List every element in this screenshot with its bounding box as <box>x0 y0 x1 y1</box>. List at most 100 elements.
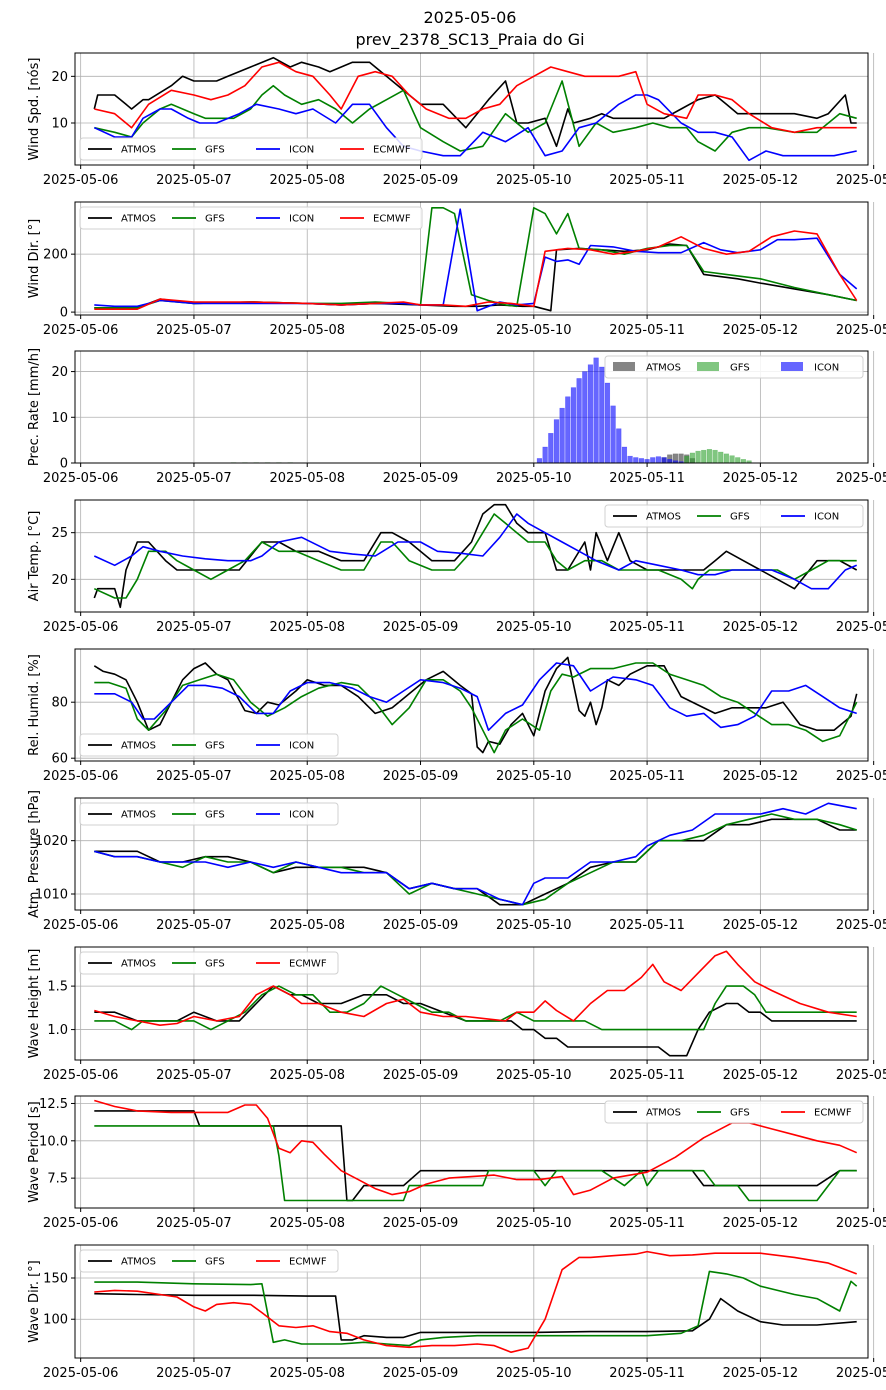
x-tick-label: 2025-05-12 <box>723 1366 799 1381</box>
figure-title-location: prev_2378_SC13_Praia do Gi <box>355 30 584 50</box>
y-axis-label: Prec. Rate [mm/h] <box>27 348 42 466</box>
x-tick-label: 2025-05-06 <box>43 918 119 933</box>
legend-box <box>79 1249 339 1273</box>
bar-gfs <box>740 459 746 463</box>
y-tick-label: 10 <box>51 411 68 426</box>
panel-0: 2025-05-06 2025-05-07 2025-05-08 2025-05-09… <box>27 52 886 188</box>
y-tick-label: 20 <box>51 573 68 588</box>
bar-icon <box>638 458 645 463</box>
x-tick-label: 2025-05-07 <box>156 1366 232 1381</box>
axes-frame <box>74 52 869 166</box>
y-tick-label: 150 <box>43 1271 68 1286</box>
legend-label: ECMWF <box>289 1257 327 1268</box>
legend-label: GFS <box>205 145 225 156</box>
x-tick-label: 2025-05-13 <box>836 471 886 486</box>
x-tick-label: 2025-05-11 <box>609 471 685 486</box>
series-line-icon <box>94 662 857 732</box>
panels: 2025-05-06 2025-05-07 2025-05-08 2025-05-09… <box>27 52 886 1381</box>
legend: ATMOS GFS ICON <box>604 504 864 528</box>
bar-icon <box>621 446 628 463</box>
legend-label: ATMOS <box>121 810 156 821</box>
x-tick-label: 2025-05-12 <box>723 323 799 338</box>
legend: ATMOS GFS ICON <box>79 733 339 757</box>
y-tick-label: 1.0 <box>47 1023 68 1038</box>
panel-8: 2025-05-06 2025-05-07 2025-05-08 2025-05-09… <box>27 1244 886 1381</box>
x-tick-label: 2025-05-13 <box>836 323 886 338</box>
x-tick-label: 2025-05-08 <box>269 471 345 486</box>
axes-frame <box>74 648 869 762</box>
figure-title-date: 2025-05-06 <box>424 8 517 27</box>
y-tick-label: 7.5 <box>47 1172 68 1187</box>
legend-label: ATMOS <box>121 1257 156 1268</box>
bar-gfs <box>695 450 701 463</box>
series-line-gfs <box>94 80 857 152</box>
x-tick-label: 2025-05-08 <box>269 918 345 933</box>
series-line-gfs <box>94 985 857 1031</box>
legend: ATMOS GFS ECMWF <box>79 951 339 975</box>
bar-icon <box>593 357 599 463</box>
axes-frame <box>74 1095 869 1209</box>
x-tick-label: 2025-05-06 <box>43 620 119 635</box>
bar-gfs <box>718 451 724 463</box>
legend-box <box>79 206 423 230</box>
legend-label: ATMOS <box>121 214 156 225</box>
grid <box>75 947 875 1060</box>
legend-label: ICON <box>814 512 839 523</box>
y-tick-label: 60 <box>51 752 68 767</box>
y-tick-label: 80 <box>51 696 68 711</box>
x-tick-label: 2025-05-07 <box>156 620 232 635</box>
data-series <box>94 207 858 312</box>
panel-1: 2025-05-06 2025-05-07 2025-05-08 2025-05-09… <box>27 201 886 338</box>
x-tick-label: 2025-05-07 <box>156 173 232 188</box>
legend-swatch <box>613 362 635 371</box>
grid <box>75 500 875 612</box>
legend-label: ECMWF <box>289 959 327 970</box>
x-tick-label: 2025-05-12 <box>723 769 799 784</box>
series-line-icon <box>94 802 857 906</box>
panel-5: 2025-05-06 2025-05-07 2025-05-08 2025-05-09… <box>27 790 886 933</box>
x-tick-label: 2025-05-10 <box>496 173 572 188</box>
bar-gfs <box>689 452 696 463</box>
x-tick-label: 2025-05-08 <box>269 1216 345 1231</box>
legend: ATMOS GFS ICON ECMWF <box>79 206 423 230</box>
legend-label: ATMOS <box>646 363 681 374</box>
legend-swatch <box>781 362 803 371</box>
x-tick-label: 2025-05-11 <box>609 918 685 933</box>
bar-atmos <box>678 453 684 463</box>
x-tick-label: 2025-05-11 <box>609 1366 685 1381</box>
bar-icon <box>672 460 679 463</box>
bar-gfs <box>746 460 752 463</box>
series-line-atmos <box>94 985 857 1057</box>
x-tick-label: 2025-05-11 <box>609 1216 685 1231</box>
legend-label: ATMOS <box>121 959 156 970</box>
x-tick-label: 2025-05-06 <box>43 173 119 188</box>
y-tick-label: 1010 <box>35 888 68 903</box>
x-tick-label: 2025-05-12 <box>723 620 799 635</box>
bar-icon <box>559 407 565 463</box>
x-tick-label: 2025-05-08 <box>269 323 345 338</box>
legend-label: ECMWF <box>373 214 411 225</box>
y-tick-label: 200 <box>43 248 68 263</box>
bar-icon <box>587 364 594 463</box>
x-tick-label: 2025-05-06 <box>43 323 119 338</box>
legend-label: GFS <box>205 810 225 821</box>
x-tick-label: 2025-05-11 <box>609 173 685 188</box>
x-tick-label: 2025-05-09 <box>383 173 459 188</box>
legend-label: ECMWF <box>373 145 411 156</box>
axes-frame <box>74 1244 869 1359</box>
series-line-gfs <box>94 1125 857 1202</box>
bar-gfs <box>712 449 718 463</box>
y-axis-label: Wave Height [m] <box>27 949 42 1059</box>
legend: ATMOS GFS ICON <box>79 802 339 826</box>
y-tick-label: 12.5 <box>39 1097 68 1112</box>
legend-label: GFS <box>205 1257 225 1268</box>
x-tick-label: 2025-05-10 <box>496 471 572 486</box>
series-line-ecmwf <box>94 1099 858 1196</box>
bar-icon <box>627 455 633 463</box>
x-tick-label: 2025-05-08 <box>269 173 345 188</box>
bar-icon <box>616 428 622 463</box>
x-tick-label: 2025-05-11 <box>609 620 685 635</box>
x-tick-label: 2025-05-09 <box>383 1216 459 1231</box>
x-tick-label: 2025-05-07 <box>156 918 232 933</box>
